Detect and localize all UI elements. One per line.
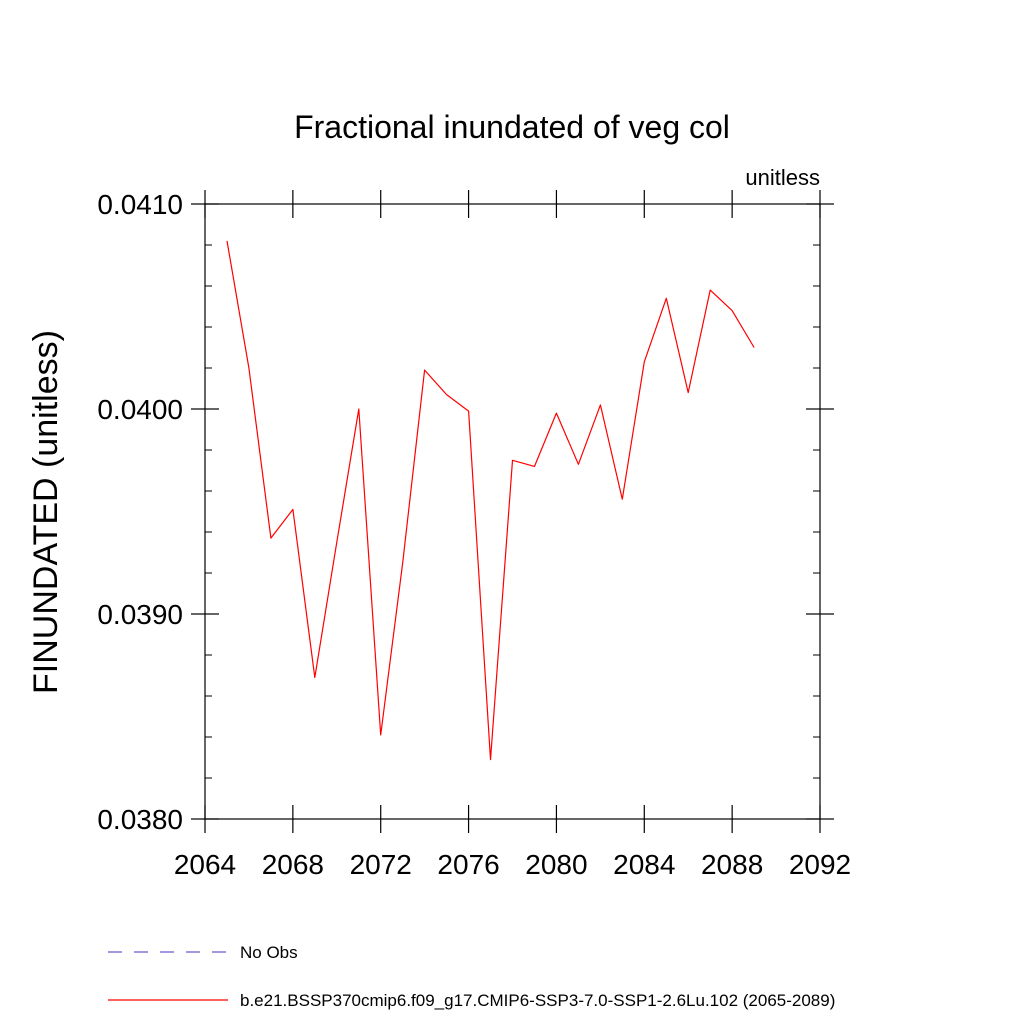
y-tick-label: 0.0390 [97,599,183,630]
series-layer [226,240,755,761]
legend: No Obs b.e21.BSSP370cmip6.f09_g17.CMIP6-S… [108,943,835,1010]
y-tick-label: 0.0400 [97,394,183,425]
axis-ticks: 2064 2068 2072 2076 2080 2084 2088 2092 0.0380 0.… [97,189,851,880]
series-line [226,240,755,761]
x-tick-label: 2080 [525,849,587,880]
y-axis-label: FINUNDATED (unitless) [27,330,65,694]
plot-frame [204,203,821,820]
x-tick-label: 2072 [350,849,412,880]
units-label: unitless [745,165,820,190]
x-tick-label: 2068 [262,849,324,880]
legend-label: b.e21.BSSP370cmip6.f09_g17.CMIP6-SSP3-7.… [240,991,835,1010]
y-tick-label: 0.0380 [97,804,183,835]
y-tick-label: 0.0410 [97,189,183,220]
x-tick-label: 2088 [701,849,763,880]
legend-label: No Obs [240,943,298,962]
chart-title: Fractional inundated of veg col [294,109,730,145]
x-tick-label: 2076 [437,849,499,880]
x-tick-label: 2084 [613,849,675,880]
x-tick-label: 2092 [789,849,851,880]
x-tick-label: 2064 [174,849,236,880]
